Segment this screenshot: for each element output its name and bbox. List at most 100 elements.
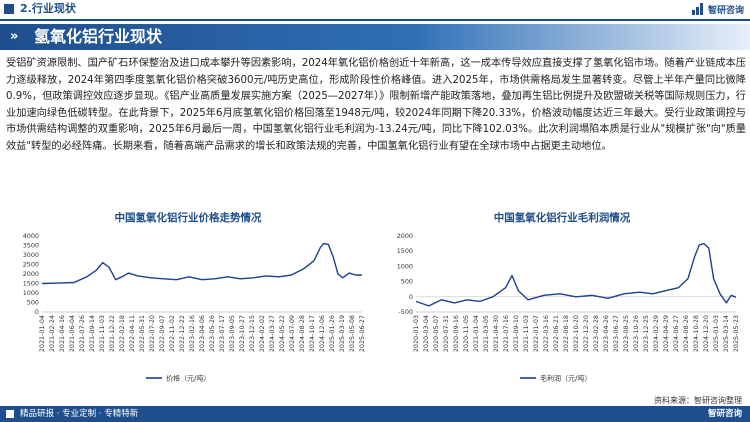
x-tick-label: 2021-01-04 bbox=[38, 315, 46, 352]
x-tick-label: 2023-09-05 bbox=[228, 315, 236, 352]
y-tick-label: 1000 bbox=[23, 289, 39, 297]
x-tick-label: 2021-01-04 bbox=[472, 315, 480, 352]
x-tick-label: 2020-01-03 bbox=[412, 315, 420, 352]
x-tick-label: 2023-07-17 bbox=[218, 315, 226, 352]
x-tick-label: 2025-03-14 bbox=[722, 315, 730, 352]
y-tick-label: 0 bbox=[409, 293, 413, 301]
x-tick-label: 2025-05-23 bbox=[732, 315, 740, 352]
x-tick-label: 2024-12-20 bbox=[702, 315, 710, 352]
x-tick-label: 2023-02-28 bbox=[592, 315, 600, 352]
brand: 智研咨询 bbox=[691, 2, 744, 16]
y-tick-label: 3500 bbox=[23, 242, 39, 250]
x-tick-label: 2023-04-26 bbox=[602, 315, 610, 352]
x-tick-label: 2024-10-17 bbox=[308, 315, 316, 352]
x-tick-label: 2023-02-16 bbox=[188, 315, 196, 352]
legend-label: 毛利润（元/吨） bbox=[540, 374, 591, 383]
y-tick-label: 2000 bbox=[23, 270, 39, 278]
footer-marker-icon bbox=[6, 410, 14, 418]
brand-name: 智研咨询 bbox=[707, 5, 744, 16]
x-tick-label: 2020-11-05 bbox=[462, 315, 470, 352]
x-tick-label: 2020-05-07 bbox=[432, 315, 440, 352]
x-tick-label: 2025-01-03 bbox=[712, 315, 720, 352]
x-tick-label: 2024-08-28 bbox=[298, 315, 306, 352]
x-tick-label: 2022-12-20 bbox=[582, 315, 590, 352]
x-tick-label: 2022-09-07 bbox=[158, 315, 166, 352]
y-tick-label: 1000 bbox=[397, 262, 413, 270]
y-tick-label: -500 bbox=[398, 308, 413, 316]
y-tick-label: 500 bbox=[27, 299, 39, 307]
x-tick-label: 2022-11-02 bbox=[168, 315, 176, 352]
x-tick-label: 2021-07-16 bbox=[502, 315, 510, 352]
x-tick-label: 2024-04-29 bbox=[662, 315, 670, 352]
x-tick-label: 2021-02-24 bbox=[48, 315, 56, 352]
x-tick-label: 2024-02-02 bbox=[258, 315, 266, 352]
x-tick-label: 2024-02-29 bbox=[652, 315, 660, 352]
y-tick-label: 4000 bbox=[23, 232, 39, 240]
x-tick-label: 2023-08-25 bbox=[622, 315, 630, 352]
x-tick-label: 2023-10-27 bbox=[238, 315, 246, 352]
profit-chart-title: 中国氢氧化铝行业毛利润情况 bbox=[493, 212, 631, 224]
price-chart-panel: 中国氢氧化铝行业价格走势情况 0 500 1000 1500 2000 2500 3000 3… bbox=[6, 204, 370, 390]
x-tick-label: 2022-02-18 bbox=[118, 315, 126, 352]
x-tick-label: 2021-03-05 bbox=[482, 315, 490, 352]
x-tick-label: 2022-10-20 bbox=[572, 315, 580, 352]
x-tick-label: 2024-06-27 bbox=[672, 315, 680, 352]
x-tick-label: 2021-09-14 bbox=[88, 315, 96, 352]
x-tick-label: 2021-04-30 bbox=[492, 315, 500, 352]
x-tick-label: 2023-06-27 bbox=[612, 315, 620, 352]
x-tick-label: 2022-04-11 bbox=[128, 315, 136, 352]
x-tick-label: 2022-06-21 bbox=[552, 315, 560, 352]
series-line bbox=[41, 242, 362, 285]
x-tick-label: 2021-11-03 bbox=[522, 315, 530, 352]
x-tick-label: 2021-09-10 bbox=[512, 315, 520, 352]
source-note: 资料来源：智研咨询整理 bbox=[654, 396, 742, 405]
x-tick-label: 2024-03-27 bbox=[268, 315, 276, 352]
page-title: 氢氧化铝行业现状 bbox=[34, 27, 163, 46]
x-tick-label: 2021-12-22 bbox=[108, 315, 116, 352]
body-paragraph: 受铝矿资源限制、国产矿石环保整治及进口成本攀升等因素影响，2024年氧化铝价格创… bbox=[6, 58, 746, 152]
x-tick-label: 2025-03-19 bbox=[338, 315, 346, 352]
x-tick-label: 2023-12-15 bbox=[248, 315, 256, 352]
x-tick-label: 2022-12-22 bbox=[178, 315, 186, 352]
series-line bbox=[415, 242, 737, 307]
x-tick-label: 2023-05-26 bbox=[208, 315, 216, 352]
top-bar: 2.行业现状 智研咨询 bbox=[0, 0, 750, 21]
x-tick-label: 2025-05-08 bbox=[348, 315, 356, 352]
x-tick-label: 2021-04-16 bbox=[58, 315, 66, 352]
x-tick-label: 2024-07-09 bbox=[288, 315, 296, 352]
x-tick-label: 2022-01-07 bbox=[532, 315, 540, 352]
x-tick-label: 2020-09-16 bbox=[452, 315, 460, 352]
y-tick-label: 1500 bbox=[23, 280, 39, 288]
footer-slogan: 精品研报 · 专业定制 · 专精特新 bbox=[20, 409, 139, 419]
x-tick-label: 2025-01-26 bbox=[328, 315, 336, 352]
header-rule bbox=[0, 19, 750, 21]
price-chart-title: 中国氢氧化铝行业价格走势情况 bbox=[114, 212, 262, 224]
footer-brand: 智研咨询 bbox=[707, 409, 742, 419]
section-label: 2.行业现状 bbox=[20, 2, 76, 15]
profit-chart: -500 0 500 1000 1500 2000 2020-01-03 2020-03-04… bbox=[397, 232, 740, 383]
footer-bar: 精品研报 · 专业定制 · 专精特新 智研咨询 bbox=[0, 406, 750, 422]
x-tick-label: 2021-11-03 bbox=[98, 315, 106, 352]
x-tick-label: 2021-07-26 bbox=[78, 315, 86, 352]
x-tick-label: 2021-06-04 bbox=[68, 315, 76, 352]
x-tick-label: 2023-10-26 bbox=[632, 315, 640, 352]
y-tick-label: 500 bbox=[401, 278, 413, 286]
x-tick-label: 2025-06-27 bbox=[358, 315, 366, 352]
y-tick-label: 3000 bbox=[23, 251, 39, 259]
x-tick-label: 2022-05-31 bbox=[138, 315, 146, 352]
y-tick-label: 2000 bbox=[397, 232, 413, 240]
legend-label: 价格（元/吨） bbox=[166, 374, 210, 383]
x-tick-label: 2022-03-16 bbox=[542, 315, 550, 352]
x-tick-label: 2020-07-31 bbox=[442, 315, 450, 352]
double-chevron-icon: » bbox=[10, 29, 19, 44]
x-tick-label: 2020-03-04 bbox=[422, 315, 430, 352]
y-tick-label: 1500 bbox=[397, 247, 413, 255]
x-tick-label: 2024-08-26 bbox=[682, 315, 690, 352]
profit-chart-panel: 中国氢氧化铝行业毛利润情况 -500 0 500 1000 1500 2000 2020-0… bbox=[380, 204, 744, 390]
brand-logo-icon bbox=[691, 3, 705, 15]
x-tick-label: 2024-12-06 bbox=[318, 315, 326, 352]
y-tick-label: 2500 bbox=[23, 261, 39, 269]
x-tick-label: 2024-05-22 bbox=[278, 315, 286, 352]
x-tick-label: 2022-08-18 bbox=[562, 315, 570, 352]
